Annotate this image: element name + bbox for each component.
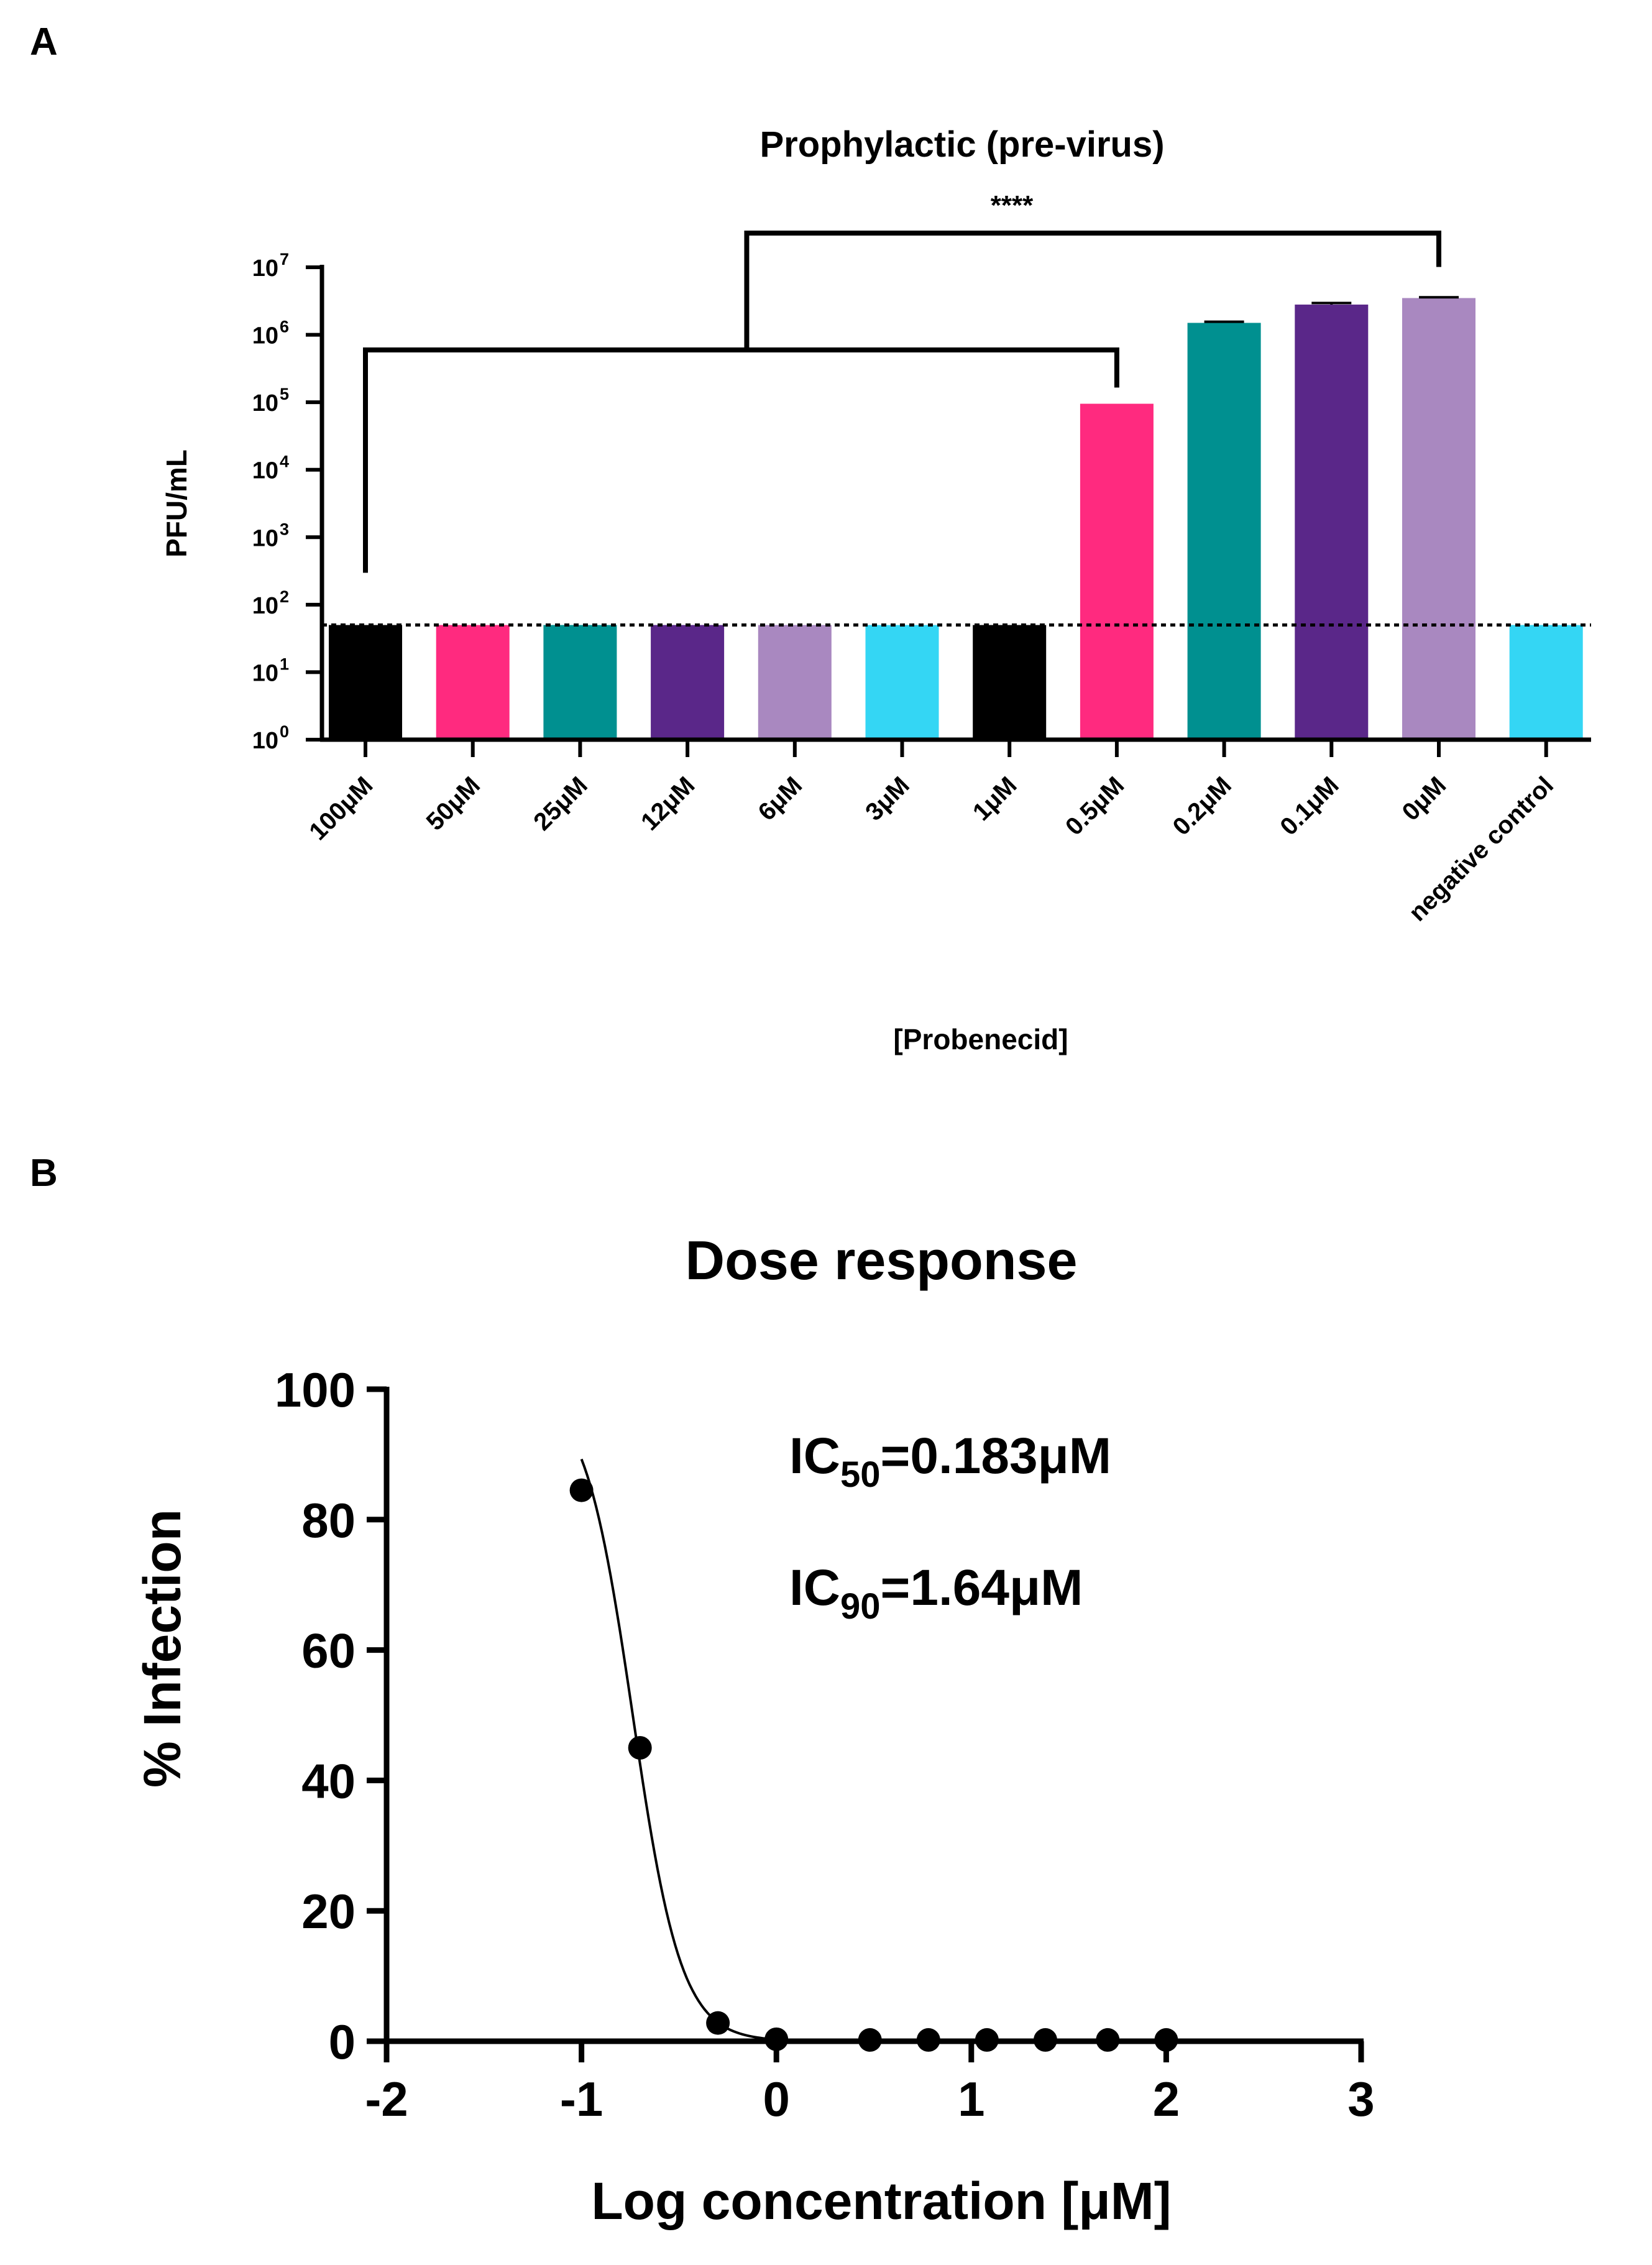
x-tick-label: -2: [365, 2072, 408, 2126]
data-point: [628, 1735, 652, 1760]
y-tick-exponent: 4: [280, 453, 289, 471]
y-tick-label: 10: [252, 323, 278, 349]
significance-marker: ****: [991, 190, 1034, 221]
dose-chart-axes: [383, 1387, 1364, 2044]
ic50-annotation: IC50=0.183μM: [789, 1428, 1111, 1495]
bar: [329, 625, 402, 740]
y-tick-label: 0: [329, 2015, 356, 2069]
bar: [436, 625, 510, 740]
x-tick-label: 3: [1347, 2072, 1374, 2126]
y-tick-label: 20: [301, 1884, 356, 1939]
data-point: [706, 2011, 730, 2035]
y-tick-label: 10: [252, 255, 278, 282]
x-tick-label: 1μM: [968, 771, 1022, 826]
y-tick-exponent: 3: [280, 520, 289, 538]
y-tick-label: 10: [252, 660, 278, 686]
y-tick-exponent: 6: [280, 318, 289, 336]
y-tick-exponent: 7: [280, 250, 289, 269]
bar-chart-title: Prophylactic (pre-virus): [759, 124, 1164, 165]
y-tick-label: 10: [252, 390, 278, 416]
y-tick-label: 40: [301, 1753, 356, 1808]
significance-bracket-lower: [363, 347, 1119, 573]
significance-brackets: [363, 231, 1441, 573]
x-tick-label: 50μM: [421, 771, 485, 835]
bar: [543, 625, 617, 740]
bar-chart-y-axis-label: PFU/mL: [160, 449, 193, 558]
dose-response-points: [569, 1478, 1178, 2052]
bar: [973, 625, 1047, 740]
dose-chart-title: Dose response: [686, 1229, 1078, 1291]
y-tick-label: 10: [252, 525, 278, 551]
x-tick-label: 25μM: [528, 771, 592, 835]
dose-chart-x-ticks: -2 -1 0 1 2 3: [365, 2041, 1375, 2126]
x-tick-label: 0.1μM: [1275, 771, 1344, 840]
y-tick-label: 60: [301, 1624, 356, 1678]
x-tick-label: 2: [1153, 2072, 1180, 2126]
x-tick-label: 12μM: [636, 771, 700, 835]
x-tick-label: 100μM: [304, 771, 378, 845]
bar-chart-axes: [319, 265, 1591, 742]
y-tick-exponent: 2: [280, 587, 289, 606]
panel-a: A Prophylactic (pre-virus) PFU/mL [Probe…: [30, 21, 1591, 1055]
bar: [651, 625, 725, 740]
y-tick-label: 10: [252, 728, 278, 754]
x-tick-label: 3μM: [860, 771, 915, 826]
y-tick-exponent: 5: [280, 385, 289, 403]
bar-chart-x-axis-label: [Probenecid]: [893, 1023, 1068, 1055]
x-tick-label: 0.2μM: [1168, 771, 1237, 840]
x-tick-label: -1: [560, 2072, 603, 2126]
x-tick-label: 0.5μM: [1060, 771, 1129, 840]
data-point: [569, 1478, 594, 1502]
bar: [865, 625, 939, 740]
bar: [1402, 298, 1475, 740]
panel-b-letter: B: [30, 1152, 58, 1195]
y-tick-label: 10: [252, 458, 278, 484]
x-tick-label: 0μM: [1397, 771, 1452, 826]
ic90-annotation: IC90=1.64μM: [789, 1560, 1083, 1627]
bar-chart-error-bars: [1204, 296, 1459, 323]
panel-b: B Dose response % Infection Log concentr…: [30, 1152, 1375, 2230]
dose-chart-y-axis-label: % Infection: [133, 1509, 191, 1788]
x-tick-label: 6μM: [753, 771, 807, 826]
y-tick-label: 80: [301, 1493, 356, 1548]
bar: [758, 625, 832, 740]
dose-chart-y-ticks: 0 20 40 60 80 100: [275, 1362, 387, 2069]
dose-response-fit-curve: [580, 1458, 1167, 2042]
y-tick-exponent: 1: [280, 655, 289, 673]
significance-bracket-upper: [744, 231, 1441, 350]
bar-chart-bars: [329, 298, 1583, 740]
bar: [1295, 305, 1369, 740]
bar-chart-x-ticks: 100μM 50μM 25μM 12μM 6μM 3μM 1μM 0.5μM 0.2μM 0.1μ…: [304, 740, 1559, 927]
y-tick-exponent: 0: [280, 722, 289, 741]
y-tick-label: 100: [275, 1362, 356, 1417]
bar: [1187, 323, 1261, 740]
panel-a-letter: A: [30, 21, 58, 63]
x-tick-label: 1: [958, 2072, 984, 2126]
bar: [1509, 625, 1583, 740]
bar: [1080, 403, 1154, 740]
x-tick-label: 0: [763, 2072, 790, 2126]
dose-chart-x-axis-label: Log concentration [μM]: [591, 2172, 1171, 2230]
y-tick-label: 10: [252, 593, 278, 619]
